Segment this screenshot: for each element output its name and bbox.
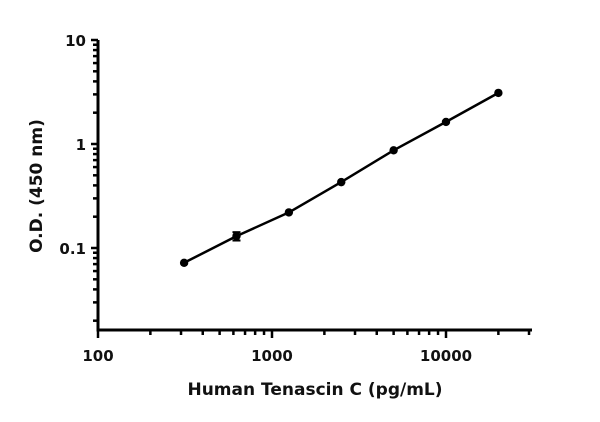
y-axis-title: O.D. (450 nm) xyxy=(27,119,47,253)
x-axis-title: Human Tenascin C (pg/mL) xyxy=(187,380,442,400)
plot-area xyxy=(179,88,503,268)
data-point xyxy=(389,146,398,155)
y-tick-label: 0.1 xyxy=(59,240,86,258)
data-point xyxy=(441,117,451,127)
x-axis: 100 1000 10000 xyxy=(82,328,532,365)
data-point xyxy=(337,177,346,187)
fit-curve xyxy=(183,91,500,264)
y-tick-label: 1 xyxy=(76,136,86,154)
y-axis: 0.1 1 10 xyxy=(59,32,100,332)
y-tick-label: 10 xyxy=(65,32,86,50)
data-point xyxy=(232,231,241,241)
data-point xyxy=(494,88,503,98)
x-tick-label: 1000 xyxy=(251,347,293,365)
x-tick-label: 10000 xyxy=(420,347,472,365)
data-point xyxy=(179,258,189,268)
data-point xyxy=(284,208,294,217)
x-tick-label: 100 xyxy=(82,347,113,365)
